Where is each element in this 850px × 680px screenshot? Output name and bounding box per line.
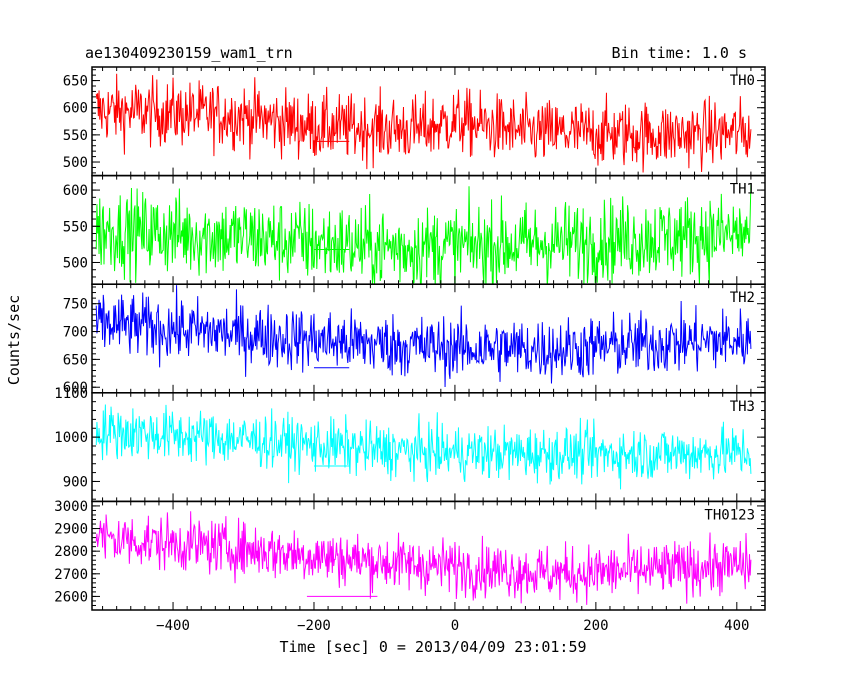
y-tick-label: 600	[63, 101, 88, 117]
y-tick-label: 600	[63, 183, 88, 199]
y-tick-label: 700	[63, 325, 88, 341]
y-tick-label: 1100	[54, 386, 88, 402]
y-tick-label: 2600	[54, 589, 88, 605]
y-tick-label: 500	[63, 255, 88, 271]
panel-label-th1: TH1	[730, 182, 755, 198]
series-line-th0123	[95, 511, 752, 605]
y-tick-label: 2800	[54, 544, 88, 560]
y-tick-label: 1000	[54, 430, 88, 446]
chart-title-left: ae130409230159_wam1_trn	[85, 44, 293, 62]
y-tick-label: 750	[63, 297, 88, 313]
panel-label-th2: TH2	[730, 290, 755, 306]
x-tick-label: 400	[724, 618, 749, 634]
y-tick-label: 3000	[54, 499, 88, 515]
y-tick-label: 2900	[54, 522, 88, 538]
x-axis-label: Time [sec] 0 = 2013/04/09 23:01:59	[279, 638, 587, 656]
y-tick-label: 550	[63, 128, 88, 144]
chart-title-right: Bin time: 1.0 s	[611, 44, 747, 62]
x-tick-label: −400	[156, 618, 190, 634]
series-line-th0	[95, 73, 752, 173]
panel-label-th0123: TH0123	[704, 507, 755, 523]
series-line-th2	[95, 285, 752, 387]
x-tick-label: −200	[297, 618, 331, 634]
y-tick-label: 600	[63, 380, 88, 396]
y-tick-label: 550	[63, 219, 88, 235]
y-tick-label: 500	[63, 155, 88, 171]
panel-label-th0: TH0	[730, 73, 755, 89]
y-tick-label: 650	[63, 352, 88, 368]
x-tick-label: 200	[583, 618, 608, 634]
series-line-th1	[95, 183, 752, 285]
panel-frame-th2	[91, 283, 766, 394]
x-tick-label: 0	[451, 618, 459, 634]
panel-label-th3: TH3	[730, 399, 755, 415]
series-line-th3	[95, 404, 752, 490]
y-tick-label: 2700	[54, 567, 88, 583]
y-tick-label: 650	[63, 74, 88, 90]
y-tick-label: 900	[63, 474, 88, 490]
